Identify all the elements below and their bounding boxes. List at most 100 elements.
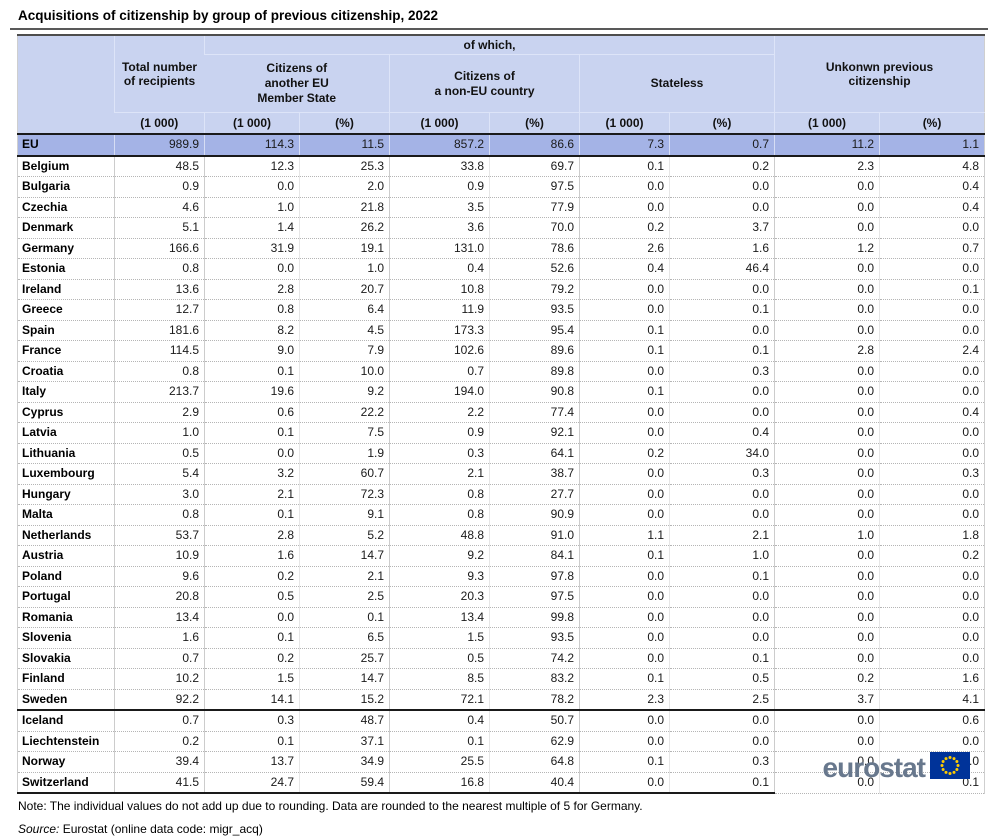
value-cell: 0.1 xyxy=(579,340,670,362)
value-cell: 1.4 xyxy=(204,217,300,239)
country-name: Cyprus xyxy=(17,402,115,423)
country-name: Netherlands xyxy=(17,525,115,546)
value-cell: 27.7 xyxy=(489,484,580,505)
value-cell: 0.1 xyxy=(668,566,775,587)
value-cell: 84.1 xyxy=(489,545,580,567)
unit-header: (%) xyxy=(489,112,580,134)
value-cell: 0.0 xyxy=(879,422,985,444)
value-cell: 0.0 xyxy=(579,197,670,218)
value-cell: 1.6 xyxy=(879,668,985,690)
value-cell: 0.0 xyxy=(774,381,880,403)
value-cell: 0.7 xyxy=(668,134,775,157)
source-label: Source: xyxy=(18,822,60,836)
value-cell: 0.0 xyxy=(668,320,775,341)
value-cell: 72.3 xyxy=(299,484,390,505)
value-cell: 2.9 xyxy=(114,402,205,423)
value-cell: 0.1 xyxy=(299,607,390,628)
value-cell: 24.7 xyxy=(204,772,300,794)
value-cell: 0.0 xyxy=(579,176,670,198)
value-cell: 0.2 xyxy=(204,566,300,587)
value-cell: 0.0 xyxy=(668,627,775,649)
value-cell: 64.8 xyxy=(489,751,580,773)
unit-header: (%) xyxy=(299,112,390,134)
value-cell: 0.0 xyxy=(579,279,670,300)
value-cell: 2.8 xyxy=(204,279,300,300)
value-cell: 83.2 xyxy=(489,668,580,690)
value-cell: 0.1 xyxy=(668,340,775,362)
country-name: Norway xyxy=(17,751,115,773)
value-cell: 0.0 xyxy=(668,504,775,526)
value-cell: 0.0 xyxy=(579,361,670,382)
value-cell: 79.2 xyxy=(489,279,580,300)
value-cell: 1.9 xyxy=(299,443,390,464)
value-cell: 34.0 xyxy=(668,443,775,464)
table-row: Malta 0.8 0.1 9.1 0.8 90.9 0.0 0.0 0.0 0.0 xyxy=(17,504,985,526)
country-name: Czechia xyxy=(17,197,115,218)
value-cell: 21.8 xyxy=(299,197,390,218)
value-cell: 857.2 xyxy=(389,134,490,157)
country-name: Slovenia xyxy=(17,627,115,649)
value-cell: 0.3 xyxy=(668,361,775,382)
table-row: Latvia 1.0 0.1 7.5 0.9 92.1 0.0 0.4 0.0 0.0 xyxy=(17,422,985,444)
value-cell: 0.0 xyxy=(579,772,670,794)
value-cell: 0.2 xyxy=(204,648,300,669)
value-cell: 0.0 xyxy=(204,176,300,198)
value-cell: 90.8 xyxy=(489,381,580,403)
value-cell: 7.5 xyxy=(299,422,390,444)
country-name: Estonia xyxy=(17,258,115,280)
value-cell: 0.0 xyxy=(579,422,670,444)
value-cell: 6.4 xyxy=(299,299,390,321)
table-body: EU 989.9 114.3 11.5 857.2 86.6 7.3 0.7 11.2 1.1 Be… xyxy=(17,134,985,794)
value-cell: 72.1 xyxy=(389,689,490,711)
value-cell: 0.0 xyxy=(668,710,775,732)
value-cell: 26.2 xyxy=(299,217,390,239)
value-cell: 0.0 xyxy=(774,422,880,444)
value-cell: 0.0 xyxy=(774,217,880,239)
value-cell: 1.6 xyxy=(668,238,775,259)
table-row: Bulgaria 0.9 0.0 2.0 0.9 97.5 0.0 0.0 0.0 0.4 xyxy=(17,176,985,198)
value-cell: 0.0 xyxy=(579,402,670,423)
value-cell: 0.0 xyxy=(774,279,880,300)
value-cell: 1.0 xyxy=(204,197,300,218)
value-cell: 9.6 xyxy=(114,566,205,587)
table-row: Lithuania 0.5 0.0 1.9 0.3 64.1 0.2 34.0 0.0 0.0 xyxy=(17,443,985,464)
table-row: Greece 12.7 0.8 6.4 11.9 93.5 0.0 0.1 0.0 0.0 xyxy=(17,299,985,321)
value-cell: 2.8 xyxy=(204,525,300,546)
value-cell: 20.3 xyxy=(389,586,490,608)
value-cell: 0.0 xyxy=(879,607,985,628)
value-cell: 131.0 xyxy=(389,238,490,259)
value-cell: 0.1 xyxy=(579,381,670,403)
value-cell: 0.0 xyxy=(774,258,880,280)
value-cell: 0.0 xyxy=(579,566,670,587)
country-name: Bulgaria xyxy=(17,176,115,198)
value-cell: 1.0 xyxy=(114,422,205,444)
value-cell: 0.9 xyxy=(389,422,490,444)
value-cell: 0.0 xyxy=(579,504,670,526)
country-name: Finland xyxy=(17,668,115,690)
value-cell: 19.6 xyxy=(204,381,300,403)
value-cell: 0.2 xyxy=(579,217,670,239)
value-cell: 0.0 xyxy=(879,731,985,752)
total-recipients-header: Total number of recipients xyxy=(114,35,205,113)
value-cell: 1.0 xyxy=(668,545,775,567)
value-cell: 989.9 xyxy=(114,134,205,157)
value-cell: 10.2 xyxy=(114,668,205,690)
value-cell: 0.0 xyxy=(879,566,985,587)
value-cell: 0.0 xyxy=(879,381,985,403)
value-cell: 0.0 xyxy=(668,176,775,198)
value-cell: 9.2 xyxy=(299,381,390,403)
value-cell: 92.2 xyxy=(114,689,205,711)
table-row: Czechia 4.6 1.0 21.8 3.5 77.9 0.0 0.0 0.0 0.4 xyxy=(17,197,985,218)
value-cell: 2.8 xyxy=(774,340,880,362)
table-row: Hungary 3.0 2.1 72.3 0.8 27.7 0.0 0.0 0.0 0.0 xyxy=(17,484,985,505)
country-name: Sweden xyxy=(17,689,115,711)
source-text: Eurostat (online data code: migr_acq) xyxy=(62,822,263,836)
value-cell: 4.6 xyxy=(114,197,205,218)
value-cell: 0.0 xyxy=(774,197,880,218)
value-cell: 0.0 xyxy=(774,545,880,567)
value-cell: 0.7 xyxy=(879,238,985,259)
value-cell: 0.0 xyxy=(879,443,985,464)
value-cell: 0.0 xyxy=(774,361,880,382)
value-cell: 0.0 xyxy=(879,299,985,321)
value-cell: 2.5 xyxy=(668,689,775,711)
